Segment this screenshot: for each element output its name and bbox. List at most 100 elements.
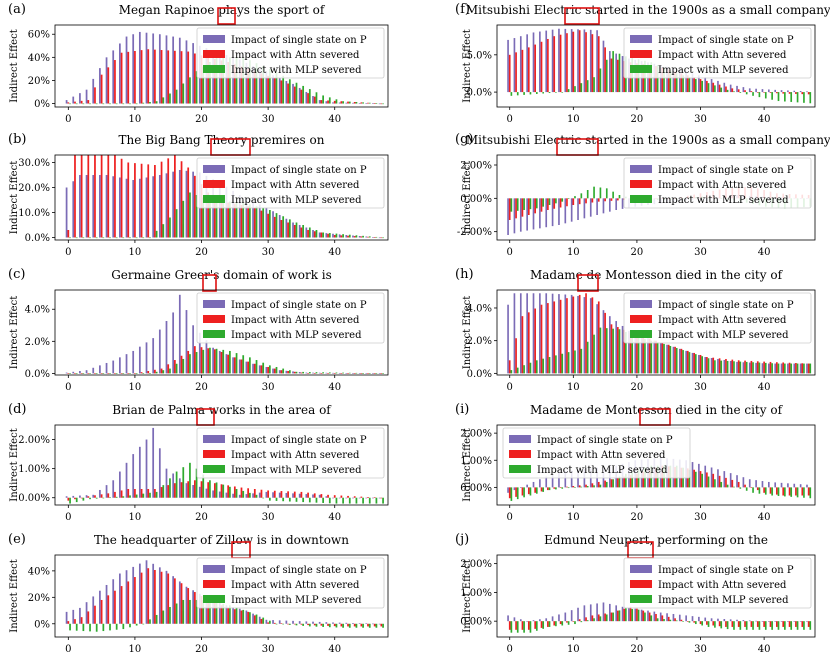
- y-axis-label: Indirect Effect: [462, 161, 473, 234]
- bar-mlp: [182, 599, 185, 624]
- legend-swatch: [630, 580, 652, 588]
- bar-single: [698, 463, 700, 488]
- bar-mlp: [175, 471, 178, 498]
- bar-attn: [80, 617, 83, 624]
- x-tick-label: 0: [507, 512, 513, 523]
- bar-attn: [340, 623, 343, 627]
- bar-mlp: [348, 101, 351, 104]
- bar-single: [767, 621, 770, 622]
- bar-mlp: [89, 373, 91, 374]
- bar-single: [132, 454, 135, 498]
- bar-mlp: [342, 372, 344, 374]
- bar-attn: [731, 621, 734, 627]
- bar-mlp: [739, 621, 742, 630]
- bar-attn: [207, 599, 210, 624]
- bar-attn: [360, 496, 363, 498]
- legend-swatch: [203, 580, 225, 588]
- bar-single: [185, 483, 188, 498]
- bar-attn: [107, 155, 110, 238]
- bar-mlp: [189, 599, 191, 624]
- bar-mlp: [375, 623, 378, 628]
- bar-single: [774, 482, 777, 488]
- bar-attn: [559, 34, 562, 93]
- legend-box: [623, 557, 812, 609]
- bar-mlp: [362, 373, 364, 374]
- bar-attn: [718, 358, 721, 374]
- bar-attn: [642, 610, 645, 622]
- bar-single: [325, 233, 328, 238]
- bar-single: [192, 485, 194, 498]
- bar-attn: [160, 571, 163, 624]
- bar-mlp: [262, 617, 265, 624]
- bar-single: [659, 612, 662, 622]
- bar-attn: [617, 198, 619, 201]
- bar-mlp: [593, 77, 595, 93]
- x-tick-label: 40: [758, 247, 771, 258]
- bar-mlp: [663, 619, 665, 622]
- bar-mlp: [328, 372, 331, 374]
- bar-single: [551, 293, 554, 374]
- bar-attn: [247, 206, 250, 238]
- bar-mlp: [302, 225, 305, 238]
- panel-title: Madame de Montesson died in the city of: [530, 268, 784, 282]
- bar-single: [119, 357, 121, 374]
- y-axis-label: Indirect Effect: [462, 29, 473, 102]
- bar-attn: [240, 610, 243, 624]
- bar-mlp: [282, 216, 285, 238]
- bar-attn: [360, 623, 363, 627]
- bar-mlp: [510, 198, 513, 212]
- bar-mlp: [764, 487, 767, 495]
- bar-single: [723, 359, 726, 374]
- bar-single: [806, 91, 808, 93]
- bar-mlp: [275, 623, 278, 625]
- bar-mlp: [308, 89, 311, 104]
- bar-single: [519, 487, 522, 488]
- bar-single: [698, 75, 700, 93]
- bar-single: [218, 491, 221, 498]
- bar-single: [318, 621, 321, 624]
- bar-mlp: [348, 372, 351, 374]
- bar-mlp: [135, 103, 138, 105]
- x-tick-label: 10: [567, 382, 580, 393]
- bar-attn: [167, 50, 170, 104]
- bar-attn: [340, 373, 343, 374]
- bar-attn: [540, 621, 543, 628]
- legend-swatch: [203, 315, 225, 323]
- bar-attn: [114, 373, 116, 374]
- bar-mlp: [122, 237, 125, 239]
- panel-title: The Big Bang Theory premires on: [119, 133, 325, 147]
- bar-attn: [629, 606, 632, 622]
- bar-mlp: [714, 360, 716, 374]
- bar-attn: [360, 373, 363, 374]
- bar-mlp: [222, 484, 225, 498]
- bar-single: [318, 100, 321, 104]
- bar-attn: [629, 475, 632, 488]
- bar-mlp: [510, 621, 513, 633]
- x-tick-label: 30: [262, 247, 275, 258]
- bar-attn: [604, 613, 606, 622]
- bar-mlp: [102, 497, 105, 499]
- bar-attn: [667, 344, 670, 374]
- bar-mlp: [612, 479, 614, 488]
- bar-attn: [287, 370, 289, 374]
- bar-single: [761, 481, 764, 488]
- bar-attn: [273, 216, 276, 238]
- bar-mlp: [752, 362, 754, 374]
- bar-attn: [134, 489, 136, 498]
- bar-attn: [585, 484, 587, 488]
- bar-mlp: [739, 361, 742, 374]
- bar-mlp: [282, 368, 285, 374]
- bar-attn: [240, 66, 243, 104]
- bar-single: [577, 295, 579, 374]
- bar-attn: [515, 338, 517, 374]
- bar-mlp: [355, 497, 358, 504]
- bar-single: [793, 483, 796, 488]
- bar-single: [325, 372, 328, 374]
- bar-single: [615, 321, 618, 374]
- bar-mlp: [605, 614, 608, 622]
- bar-mlp: [295, 623, 298, 626]
- bar-single: [748, 479, 751, 488]
- bar-single: [85, 175, 88, 238]
- bar-mlp: [764, 362, 767, 374]
